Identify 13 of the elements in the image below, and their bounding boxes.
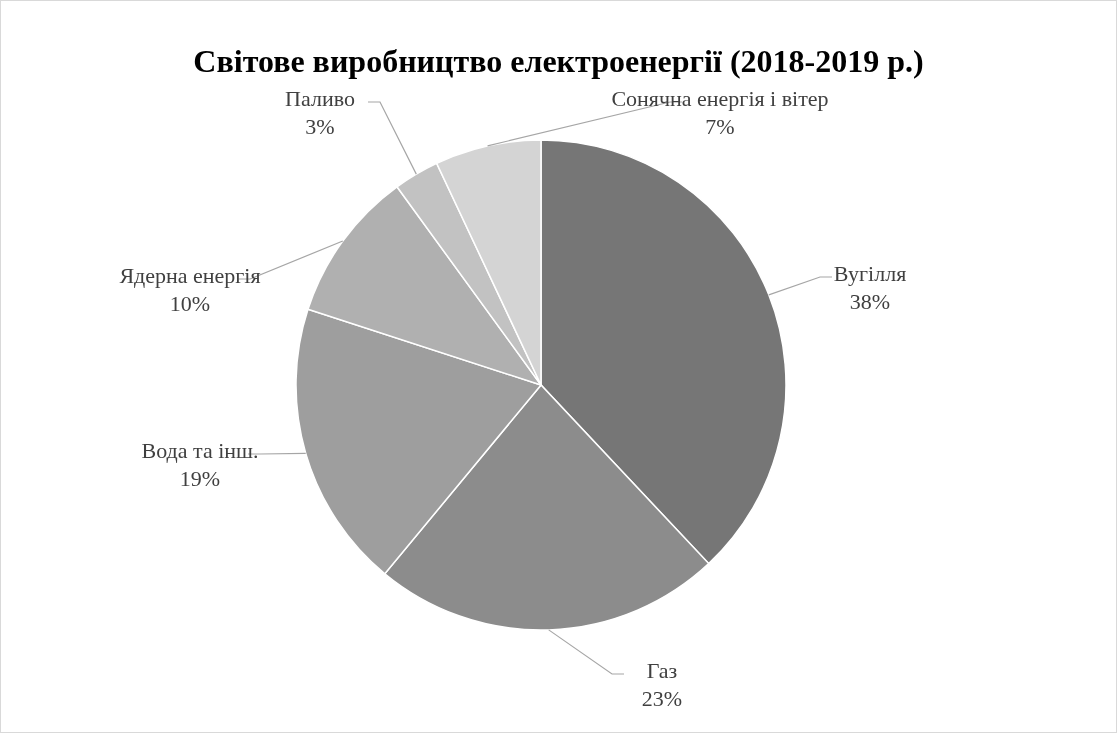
data-label: 3% [305,114,335,139]
slice-label: Сонячна енергія і вітер [611,86,829,111]
data-label: 38% [849,289,891,314]
chart-title: Світове виробництво електроенергії (2018-2019 р.) [193,43,924,79]
data-label: 10% [169,291,211,316]
slice-label: Вода та інш. [141,438,259,463]
slice-label: Газ [646,658,678,683]
slice-label: Паливо [285,86,355,111]
slice-label: Ядерна енергія [119,263,261,288]
data-label: 19% [179,466,221,491]
data-label: 7% [705,114,735,139]
data-label: 23% [641,686,683,711]
slice-label: Вугілля [833,261,907,286]
